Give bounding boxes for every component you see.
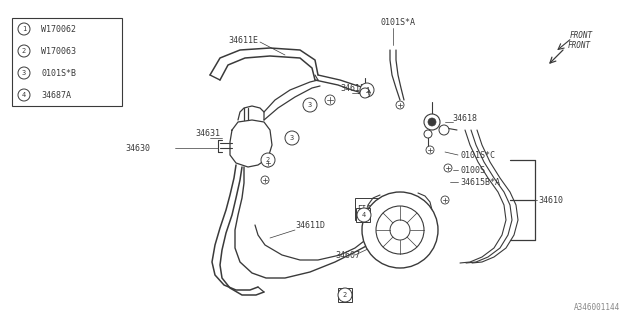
Text: FRONT: FRONT (568, 41, 591, 50)
Text: 3: 3 (22, 70, 26, 76)
Circle shape (362, 192, 438, 268)
Text: 34687A: 34687A (41, 91, 71, 100)
Circle shape (424, 130, 432, 138)
Bar (355, 198, 400, 220)
Circle shape (360, 88, 370, 98)
Circle shape (428, 118, 436, 126)
Circle shape (426, 146, 434, 154)
Bar (356, 208, 370, 222)
Bar (338, 288, 352, 302)
Text: 2: 2 (343, 292, 347, 298)
Circle shape (364, 88, 372, 96)
Text: FIG.348: FIG.348 (357, 204, 389, 213)
Text: 34611E: 34611E (228, 36, 258, 44)
Circle shape (424, 114, 440, 130)
Circle shape (338, 288, 352, 302)
Text: A: A (361, 211, 365, 220)
Circle shape (285, 131, 299, 145)
Text: 34611D: 34611D (295, 220, 325, 229)
Circle shape (376, 206, 424, 254)
Circle shape (325, 95, 335, 105)
Text: 34630: 34630 (125, 143, 150, 153)
Text: 34618: 34618 (452, 114, 477, 123)
Text: 0100S: 0100S (460, 165, 485, 174)
Bar (12, 18, 122, 106)
Circle shape (439, 125, 449, 135)
Text: 3: 3 (290, 135, 294, 141)
Text: 3: 3 (308, 102, 312, 108)
Text: 34631: 34631 (195, 129, 220, 138)
Text: 34610: 34610 (538, 196, 563, 204)
Circle shape (303, 98, 317, 112)
Text: 2: 2 (266, 157, 270, 163)
Circle shape (396, 101, 404, 109)
Circle shape (444, 164, 452, 172)
Circle shape (18, 89, 30, 101)
Text: 0101S*B: 0101S*B (41, 68, 76, 77)
Circle shape (441, 196, 449, 204)
Circle shape (390, 220, 410, 240)
Circle shape (261, 176, 269, 184)
Circle shape (18, 23, 30, 35)
Text: 34607: 34607 (335, 251, 360, 260)
Text: W170062: W170062 (41, 25, 76, 34)
Text: W170063: W170063 (41, 46, 76, 55)
Text: A: A (342, 291, 348, 300)
Text: 1: 1 (365, 87, 369, 93)
Text: 2: 2 (22, 48, 26, 54)
Text: 4: 4 (362, 212, 366, 218)
Text: 0101S*C: 0101S*C (460, 150, 495, 159)
Text: A346001144: A346001144 (573, 303, 620, 313)
Text: 34615C: 34615C (340, 84, 370, 92)
Circle shape (18, 45, 30, 57)
Circle shape (264, 159, 272, 167)
Circle shape (261, 153, 275, 167)
Text: 4: 4 (22, 92, 26, 98)
Text: 1: 1 (22, 26, 26, 32)
Text: 34615B*A: 34615B*A (460, 178, 500, 187)
Circle shape (357, 208, 371, 222)
Circle shape (18, 67, 30, 79)
Text: FRONT: FRONT (570, 30, 593, 39)
Circle shape (360, 83, 374, 97)
Text: 0101S*A: 0101S*A (380, 18, 415, 27)
